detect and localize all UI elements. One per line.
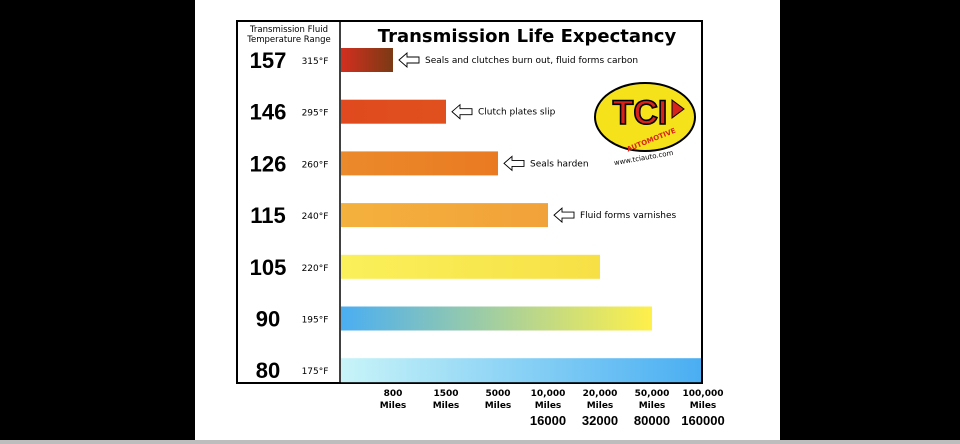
- row-fahrenheit: 175°F: [302, 367, 329, 377]
- x-tick-value: 50,000: [635, 389, 670, 399]
- x-tick-value: 5000: [485, 389, 510, 399]
- chart-frame: [236, 20, 703, 384]
- x-tick-km: 32000: [582, 413, 618, 428]
- life-bar: [341, 48, 393, 72]
- callout-arrow-icon: [398, 52, 420, 68]
- x-tick-unit: Miles: [485, 401, 512, 411]
- bar-annotation: Seals harden: [530, 159, 589, 169]
- row-celsius: 90: [256, 307, 280, 332]
- row-fahrenheit: 195°F: [302, 316, 329, 326]
- row-celsius: 80: [256, 358, 280, 383]
- row-celsius: 157: [250, 48, 287, 73]
- row-fahrenheit: 295°F: [302, 109, 329, 119]
- row-header-line2: Temperature Range: [246, 35, 331, 45]
- row-fahrenheit: 315°F: [302, 57, 329, 67]
- bar-annotation: Fluid forms varnishes: [580, 211, 677, 221]
- row-fahrenheit: 240°F: [302, 212, 329, 222]
- x-tick-km: 80000: [634, 413, 670, 428]
- x-tick-unit: Miles: [380, 401, 407, 411]
- life-bar: [341, 151, 498, 176]
- callout-arrow-icon: [503, 155, 525, 172]
- bottom-bar: [0, 440, 960, 444]
- life-bar: [341, 99, 446, 124]
- row-fahrenheit: 220°F: [302, 264, 329, 274]
- tci-logo: TCI AUTOMOTIVE www.tciauto.com: [594, 82, 696, 167]
- logo-arrow-icon: [671, 99, 685, 119]
- x-tick-unit: Miles: [690, 401, 717, 411]
- x-axis-ticks: 800 Miles 1500 Miles 5000 Miles 10,000 Miles 160…: [380, 389, 725, 428]
- row-celsius: 126: [250, 151, 287, 176]
- x-tick-km: 160000: [681, 413, 724, 428]
- x-tick-km: 16000: [530, 413, 566, 428]
- row-fahrenheit: 260°F: [302, 160, 329, 170]
- life-bar: [341, 254, 600, 279]
- x-tick-unit: Miles: [587, 401, 614, 411]
- x-tick-unit: Miles: [433, 401, 460, 411]
- life-bar: [341, 358, 701, 383]
- x-tick-value: 20,000: [583, 389, 618, 399]
- logo-brand: TCI: [613, 94, 668, 132]
- callout-arrow-icon: [451, 103, 473, 120]
- row-celsius: 115: [250, 203, 286, 228]
- bar-annotation: Seals and clutches burn out, fluid forms…: [425, 56, 638, 66]
- x-tick-value: 1500: [433, 389, 458, 399]
- chart-title: Transmission Life Expectancy: [378, 26, 677, 47]
- callout-arrow-icon: [553, 207, 575, 224]
- x-tick-value: 800: [384, 389, 403, 399]
- x-tick-value: 10,000: [531, 389, 566, 399]
- bar-annotation: Clutch plates slip: [478, 108, 556, 118]
- row-header-line1: Transmission Fluid: [249, 25, 328, 35]
- life-bar: [341, 306, 652, 331]
- life-bar: [341, 203, 548, 228]
- x-tick-unit: Miles: [639, 401, 666, 411]
- x-tick-unit: Miles: [535, 401, 562, 411]
- row-celsius: 146: [250, 100, 287, 125]
- rows-layer: 157 315°F Seals and clutches burn out, flu…: [250, 48, 701, 383]
- row-celsius: 105: [250, 255, 287, 280]
- x-tick-value: 100,000: [683, 389, 724, 399]
- logo-ellipse: [594, 82, 696, 152]
